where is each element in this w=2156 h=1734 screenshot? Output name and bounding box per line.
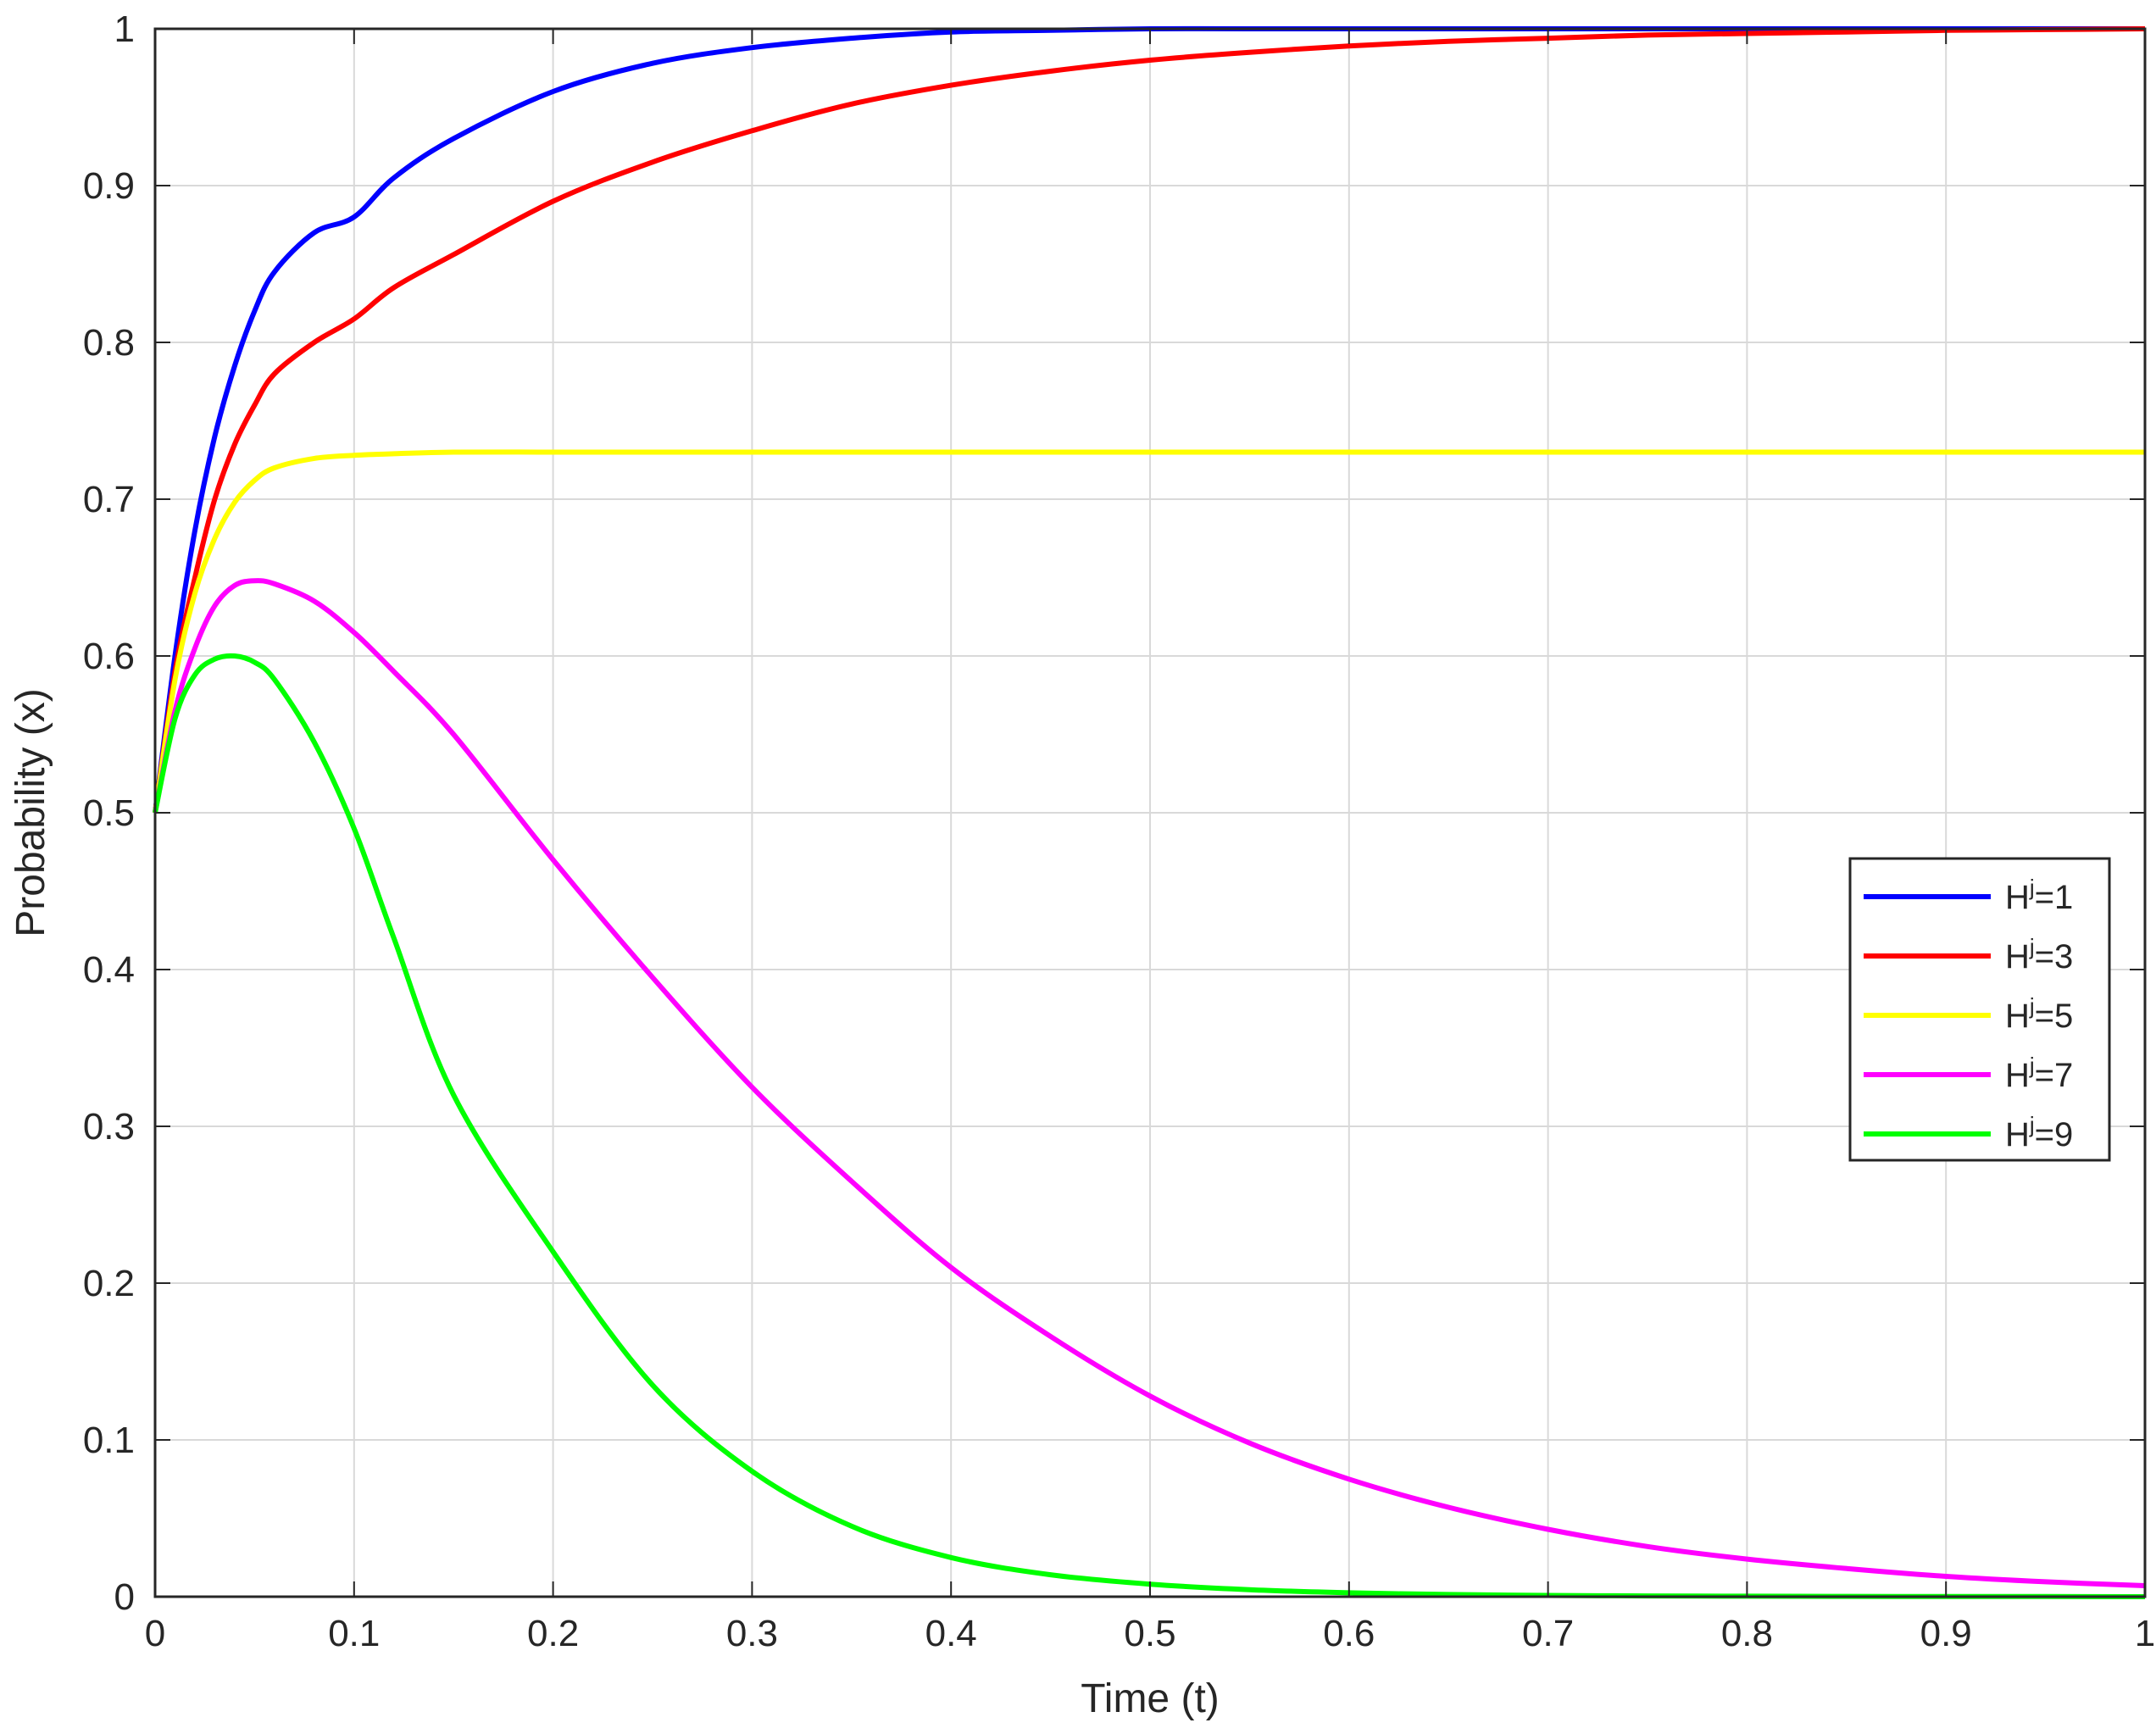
y-tick-label: 0.7 bbox=[83, 479, 135, 520]
y-tick-label: 0.6 bbox=[83, 636, 135, 677]
y-axis-label: Probability (x) bbox=[8, 688, 53, 936]
x-tick-label: 0.7 bbox=[1522, 1613, 1574, 1654]
y-tick-label: 0.1 bbox=[83, 1420, 135, 1461]
x-tick-label: 0 bbox=[145, 1613, 165, 1654]
series-line-3 bbox=[153, 449, 2145, 814]
series-line-2 bbox=[153, 26, 2146, 814]
y-tick-label: 0.9 bbox=[83, 165, 135, 207]
legend-entry-5: Hj=9 bbox=[2005, 1112, 2073, 1153]
x-tick-label: 0.9 bbox=[1920, 1613, 1972, 1654]
legend-entry-3: Hj=5 bbox=[2005, 993, 2073, 1035]
legend-entry-2: Hj=3 bbox=[2005, 934, 2073, 975]
x-tick-label: 0.5 bbox=[1124, 1613, 1175, 1654]
x-tick-label: 0.1 bbox=[328, 1613, 380, 1654]
x-tick-label: 0.2 bbox=[527, 1613, 579, 1654]
legend-entry-4: Hj=7 bbox=[2005, 1053, 2073, 1094]
tick-labels: 0 0.1 0.2 0.3 0.4 0.5 0.6 0.7 0.8 0.9 1 0 0.1 0.2 0.3 0… bbox=[83, 8, 2155, 1654]
grid bbox=[155, 29, 2145, 1597]
x-axis-label: Time (t) bbox=[1081, 1676, 1220, 1721]
y-tick-label: 0.5 bbox=[83, 792, 135, 834]
y-tick-label: 0.3 bbox=[83, 1106, 135, 1148]
y-tick-label: 0 bbox=[114, 1576, 135, 1618]
legend-box bbox=[1848, 857, 2111, 1162]
y-tick-label: 0.8 bbox=[83, 322, 135, 364]
x-tick-label: 0.6 bbox=[1323, 1613, 1375, 1654]
y-tick-label: 0.2 bbox=[83, 1263, 135, 1304]
x-tick-label: 0.8 bbox=[1721, 1613, 1773, 1654]
x-tick-label: 0.4 bbox=[925, 1613, 977, 1654]
ticks bbox=[154, 28, 2146, 1598]
y-tick-label: 1 bbox=[114, 8, 135, 50]
legend: Hj=1 Hj=3 Hj=5 Hj=7 Hj=9 bbox=[1848, 857, 2111, 1162]
series-line-4 bbox=[153, 578, 2146, 1588]
y-tick-label: 0.4 bbox=[83, 949, 135, 991]
x-tick-label: 0.3 bbox=[726, 1613, 778, 1654]
legend-entry-1: Hj=1 bbox=[2005, 875, 2073, 916]
x-tick-label: 1 bbox=[2135, 1613, 2155, 1654]
